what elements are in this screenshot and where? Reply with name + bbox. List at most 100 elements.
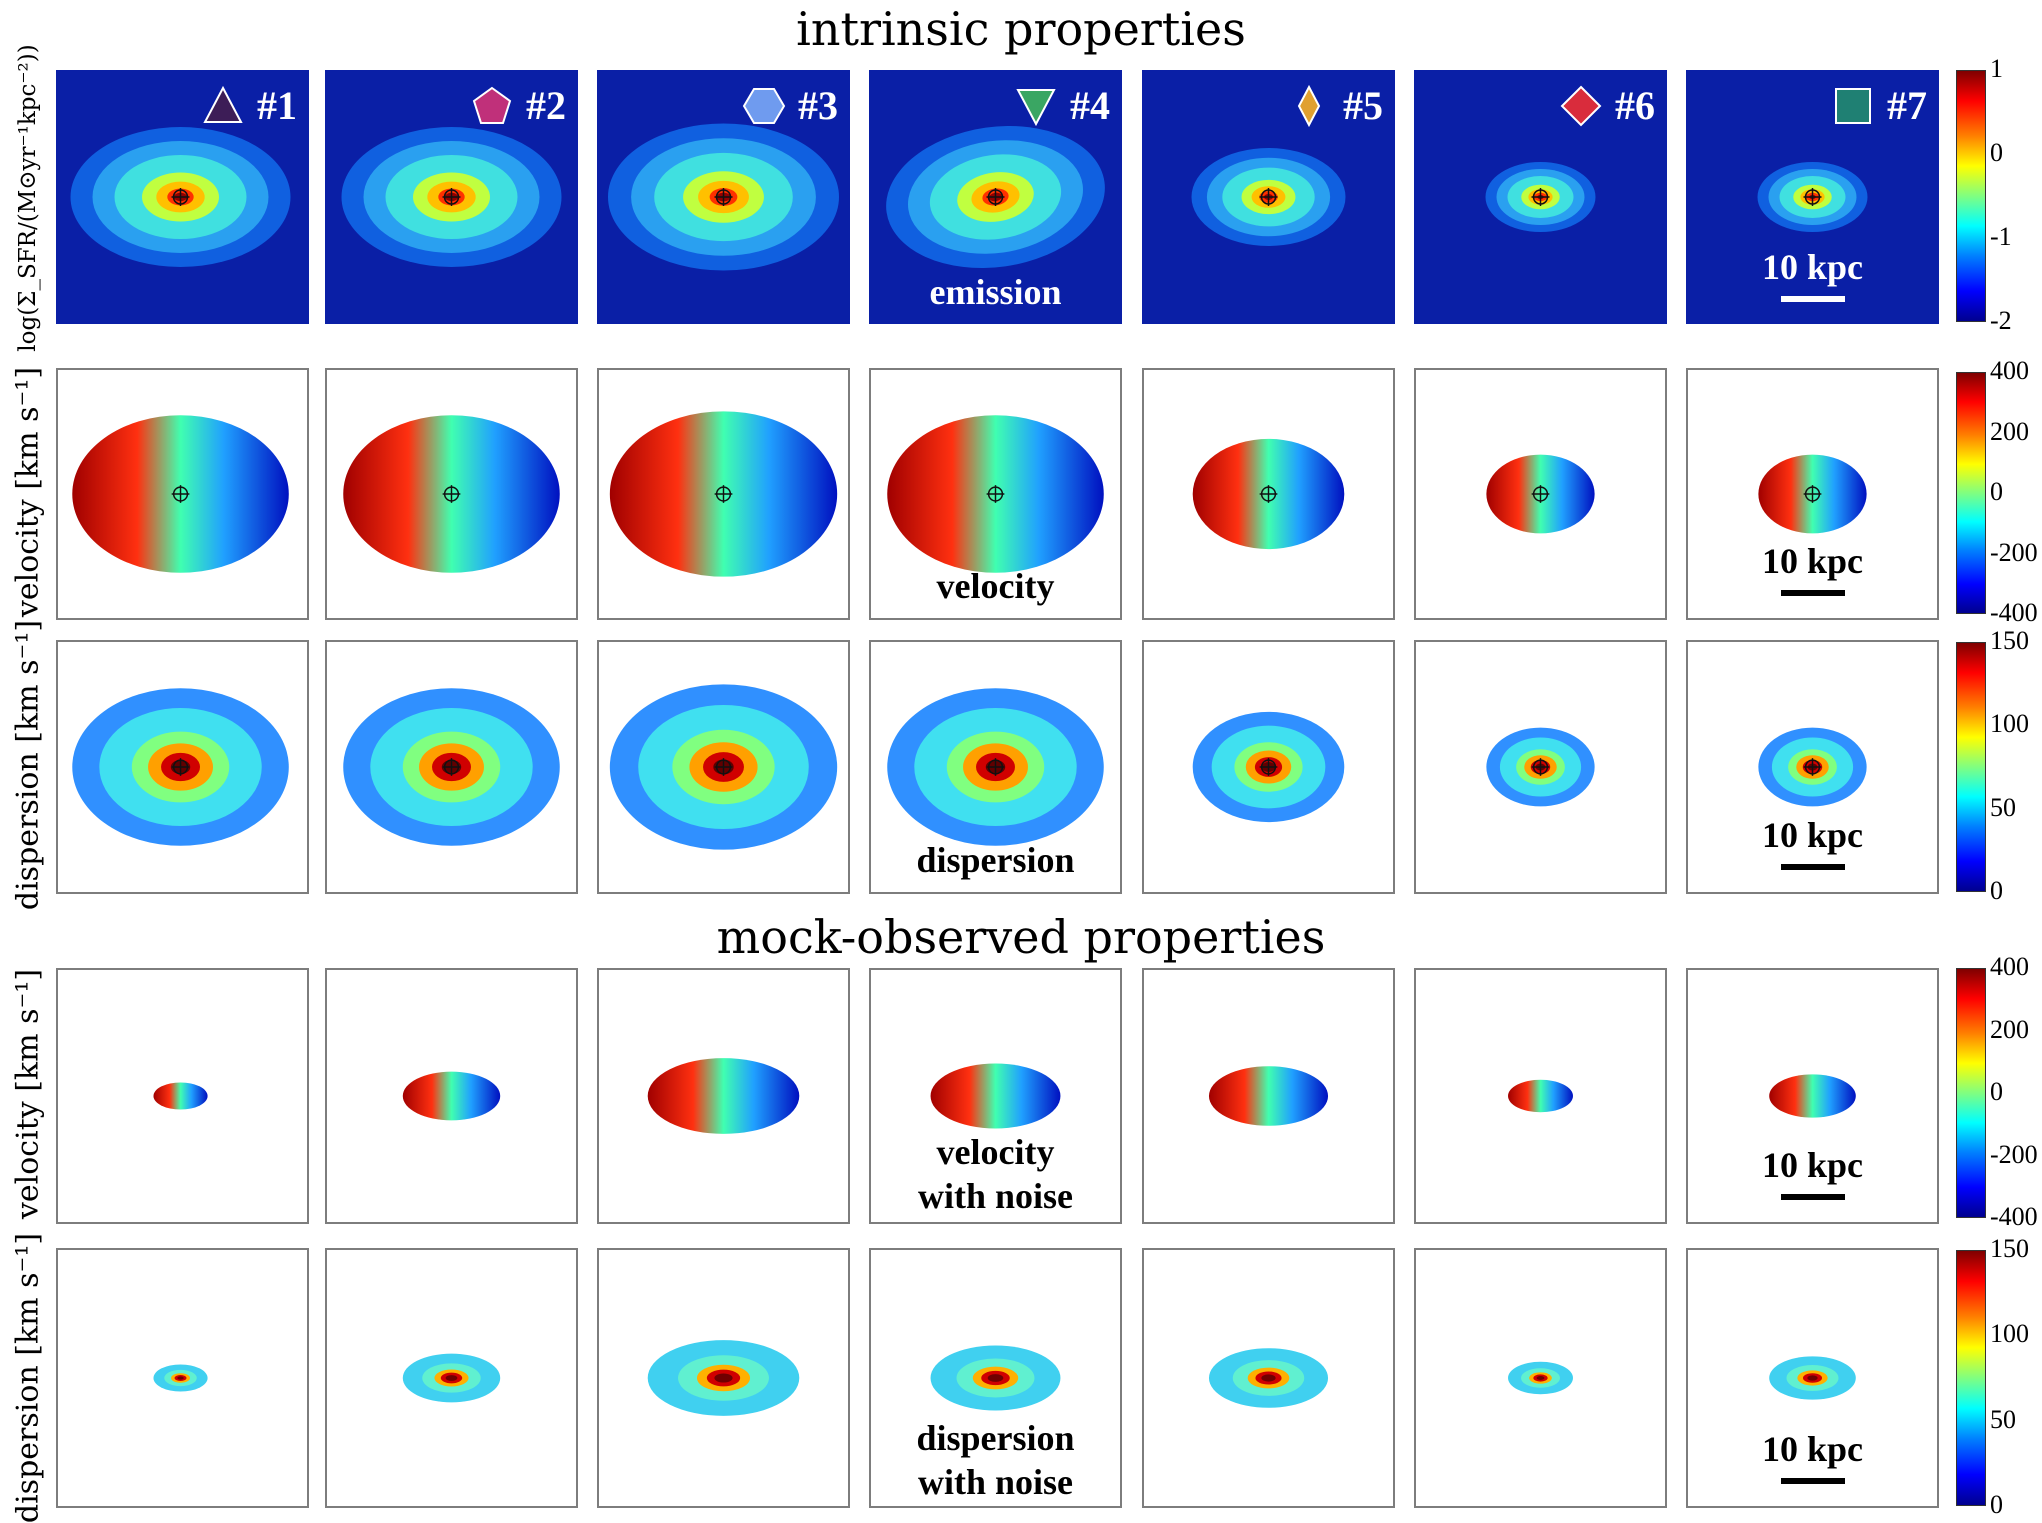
map-image [887, 415, 1104, 573]
panel-mdisp-6 [1414, 1248, 1667, 1508]
map-image [343, 688, 560, 846]
panel-sfr-1: #1 [56, 70, 309, 324]
galaxy-id: #1 [257, 83, 297, 128]
map-image [153, 1364, 208, 1392]
map-image [1508, 1079, 1573, 1113]
map-image [647, 1058, 800, 1134]
scale-bar-label: 10 kpc [1761, 1429, 1864, 1469]
map-image [72, 415, 289, 573]
panel-mvel-5 [1142, 968, 1395, 1224]
panel-sfr-4: #4 emission [869, 70, 1122, 324]
scale-bar-line [1780, 1194, 1845, 1200]
map-image [402, 1071, 501, 1121]
colorbar-tick-label: 0 [1990, 138, 2003, 167]
scale-bar-line [1780, 590, 1845, 596]
map-image [1486, 454, 1595, 534]
panel-vel-2 [325, 368, 578, 620]
colorbar-tick-label: 200 [1990, 416, 2029, 446]
map-image [1485, 162, 1596, 232]
sfr-axis-label: log(Σ_SFR/(M⊙yr⁻¹kpc⁻²)) [15, 44, 41, 352]
panel-mvel-2 [325, 968, 578, 1224]
panel-disp-3 [597, 640, 850, 894]
panel-mvel-6 [1414, 968, 1667, 1224]
map-image [153, 1082, 208, 1110]
sfr-colorbar [1956, 70, 1986, 322]
map-image [930, 1063, 1061, 1129]
panel-vel-6 [1414, 368, 1667, 620]
colorbar-tick-label: -200 [1990, 1139, 2038, 1169]
scale-bar-line [1780, 1478, 1845, 1484]
scale-bar-label: 10 kpc [1761, 815, 1864, 855]
scale-bar: 10 kpc [1686, 246, 1939, 302]
panel-sfr-7: #7 10 kpc [1686, 70, 1939, 324]
colorbar-tick-label: 400 [1990, 952, 2029, 981]
panel-caption: emission [929, 272, 1062, 312]
colorbar-tick-label: -200 [1990, 537, 2038, 567]
mock-velocity-axis-label: velocity [km s⁻¹] [10, 968, 46, 1220]
colorbar-tick-label: 200 [1990, 1014, 2029, 1044]
map-image [1758, 454, 1867, 534]
map-image [609, 411, 838, 577]
colorbar-tick-label: 150 [1990, 626, 2029, 655]
galaxy-id-label: #1 [201, 82, 297, 129]
panel-disp-6 [1414, 640, 1667, 894]
colorbar-tick-label: 50 [1990, 1404, 2016, 1434]
map-image [1486, 727, 1595, 807]
galaxy-id: #7 [1887, 83, 1927, 128]
map-image [609, 684, 838, 850]
panel-caption: dispersion [916, 1418, 1075, 1458]
mock-title: mock-observed properties [716, 910, 1326, 964]
panel-disp-2 [325, 640, 578, 894]
panel-vel-4: velocity [869, 368, 1122, 620]
colorbar-tick-label: 100 [1990, 709, 2029, 739]
map-image [341, 127, 562, 267]
galaxy-id-label: #6 [1559, 82, 1655, 129]
triangle-down-icon [1016, 88, 1056, 126]
mock-dispersion-colorbar [1956, 1250, 1986, 1506]
map-image [608, 123, 839, 271]
colorbar-tick-label: 0 [1990, 1490, 2003, 1519]
galaxy-id: #3 [798, 83, 838, 128]
map-image [1191, 148, 1346, 246]
map-image [1192, 438, 1345, 550]
map-image [930, 1345, 1061, 1411]
panel-mvel-7: 10 kpc [1686, 968, 1939, 1224]
panel-caption: with noise [917, 1176, 1074, 1216]
panel-vel-7: 10 kpc [1686, 368, 1939, 620]
scale-bar-line [1780, 296, 1845, 302]
panel-sfr-3: #3 [597, 70, 850, 324]
galaxy-id-label: #2 [470, 82, 566, 129]
panel-disp-4: dispersion [869, 640, 1122, 894]
map-image [886, 126, 1105, 268]
panel-vel-3 [597, 368, 850, 620]
panel-mvel-3 [597, 968, 850, 1224]
map-image [1208, 1348, 1329, 1408]
scale-bar: 10 kpc [1688, 814, 1937, 870]
mock-dispersion-axis-label: dispersion [km s⁻¹] [10, 1232, 46, 1523]
colorbar-tick-label: 0 [1990, 477, 2003, 506]
colorbar-tick-label: -2 [1990, 306, 2012, 335]
map-image [72, 688, 289, 846]
colorbar-tick-label: -1 [1990, 222, 2012, 251]
scale-bar: 10 kpc [1688, 1144, 1937, 1200]
panel-sfr-6: #6 [1414, 70, 1667, 324]
diamond-icon [1560, 85, 1602, 126]
map-image [1192, 711, 1345, 823]
map-image [402, 1353, 501, 1403]
panel-mvel-4: velocity with noise [869, 968, 1122, 1224]
colorbar-tick-label: -400 [1990, 598, 2038, 627]
panel-disp-1 [56, 640, 309, 894]
map-image [647, 1340, 800, 1416]
panel-vel-1 [56, 368, 309, 620]
colorbar-tick-label: 1 [1990, 54, 2003, 83]
galaxy-id: #2 [526, 83, 566, 128]
map-image [1758, 727, 1867, 807]
colorbar-tick-label: 50 [1990, 792, 2016, 822]
panel-mdisp-2 [325, 1248, 578, 1508]
galaxy-id-label: #3 [742, 82, 838, 129]
map-image [343, 415, 560, 573]
colorbar-tick-label: 150 [1990, 1234, 2029, 1263]
panel-mdisp-5 [1142, 1248, 1395, 1508]
galaxy-id-label: #4 [1014, 82, 1110, 129]
panel-caption: with noise [917, 1462, 1074, 1502]
